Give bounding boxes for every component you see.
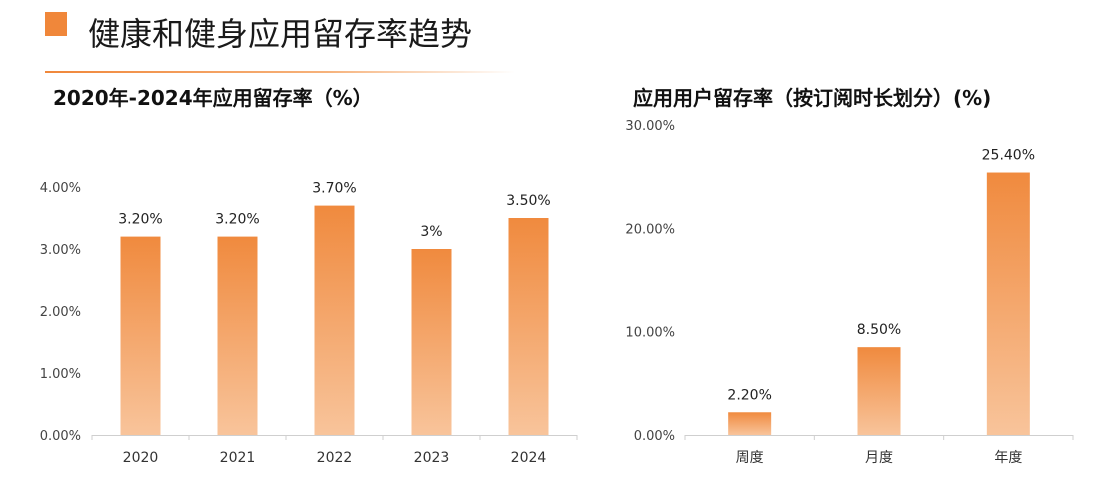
data-label: 3.70% [312,181,356,197]
category-label: 周度 [736,450,764,466]
y-tick-label: 0.00% [40,429,81,444]
bar [314,205,355,435]
y-tick-label: 30.00% [625,119,675,134]
y-tick-label: 2.00% [40,305,81,320]
y-tick-label: 10.00% [625,326,675,341]
title-underline [45,71,515,73]
left-chart-title: 2020年-2024年应用留存率（%） [53,86,373,110]
page-title: 健康和健身应用留存率趋势 [88,15,473,53]
category-label: 2021 [220,450,256,466]
y-tick-label: 20.00% [625,222,675,237]
data-label: 2.20% [727,387,771,403]
y-tick-label: 0.00% [634,429,675,444]
data-label: 3.20% [215,212,259,228]
title-accent-square [45,12,67,36]
data-label: 25.40% [982,148,1035,164]
right-bar-chart: 0.00% 10.00% 20.00% 30.00% 2.20% 周度 8.50% 月度 25.… [625,119,1074,466]
bar [728,412,772,435]
data-label: 3.50% [506,193,550,209]
category-label: 2024 [511,450,547,466]
bar [411,249,452,435]
bar [986,172,1030,436]
category-label: 2022 [317,450,353,466]
category-label: 2023 [414,450,450,466]
y-tick-label: 1.00% [40,367,81,382]
bar [120,236,161,435]
category-label: 年度 [994,450,1022,466]
right-chart-title: 应用用户留存率（按订阅时长划分）(%) [633,86,992,110]
bar [217,236,258,435]
data-label: 8.50% [857,322,901,338]
y-tick-label: 4.00% [40,181,81,196]
bar [508,218,549,435]
category-label: 月度 [865,450,893,466]
data-label: 3.20% [118,212,162,228]
bar [857,347,901,435]
y-tick-label: 3.00% [40,243,81,258]
category-label: 2020 [123,450,159,466]
left-bar-chart: 0.00% 1.00% 2.00% 3.00% 4.00% 3.20% 2020 3.20% 2… [40,181,578,466]
data-label: 3% [420,224,442,240]
